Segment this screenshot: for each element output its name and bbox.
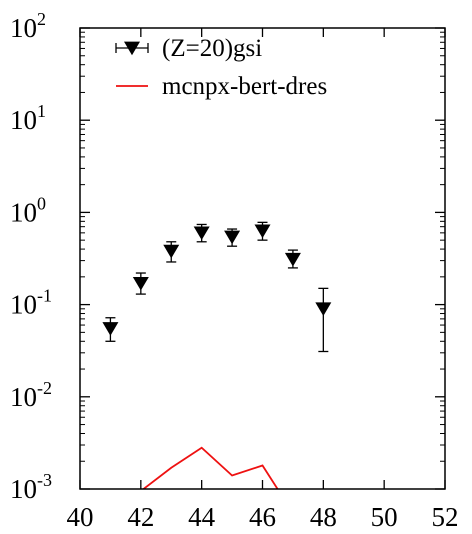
legend-label-gsi: (Z=20)gsi [162,35,262,62]
x-tick-label: 46 [249,502,276,532]
x-tick-label: 40 [67,502,94,532]
down-triangle-marker [163,244,180,259]
down-triangle-marker [284,252,301,267]
y-tick-label: 100 [10,193,46,227]
x-tick-label: 52 [432,502,459,532]
x-tick-label: 50 [371,502,398,532]
legend-entry-gsi: (Z=20)gsi [115,35,262,62]
data-point [315,287,332,353]
x-tick-label: 48 [310,502,337,532]
y-tick-label: 101 [10,101,46,135]
data-point [163,241,180,263]
plot-frame [79,27,446,490]
legend: (Z=20)gsi mcnpx-bert-dres [115,35,327,100]
y-tick-label: 10-3 [10,470,52,504]
legend-entry-mcnpx: mcnpx-bert-dres [116,73,327,100]
data-point [224,228,241,247]
x-tick-label: 44 [188,502,216,532]
data-point [193,223,210,243]
data-point [132,272,149,295]
down-triangle-marker [254,224,271,239]
x-tick-label: 42 [127,502,154,532]
down-triangle-marker [102,322,119,336]
data-point [254,221,271,241]
down-triangle-marker [224,230,241,245]
y-tick-label: 102 [10,9,46,43]
data-point [284,249,301,269]
y-tick-label: 10-1 [10,286,52,320]
legend-down-triangle-marker [124,41,140,56]
legend-label-mcnpx: mcnpx-bert-dres [162,73,327,100]
down-triangle-marker [193,226,210,241]
y-tick-label: 10-2 [10,378,52,412]
down-triangle-marker [315,302,332,317]
series-line-mcnpx [142,446,279,489]
down-triangle-marker [132,276,149,291]
data-point [102,317,119,342]
